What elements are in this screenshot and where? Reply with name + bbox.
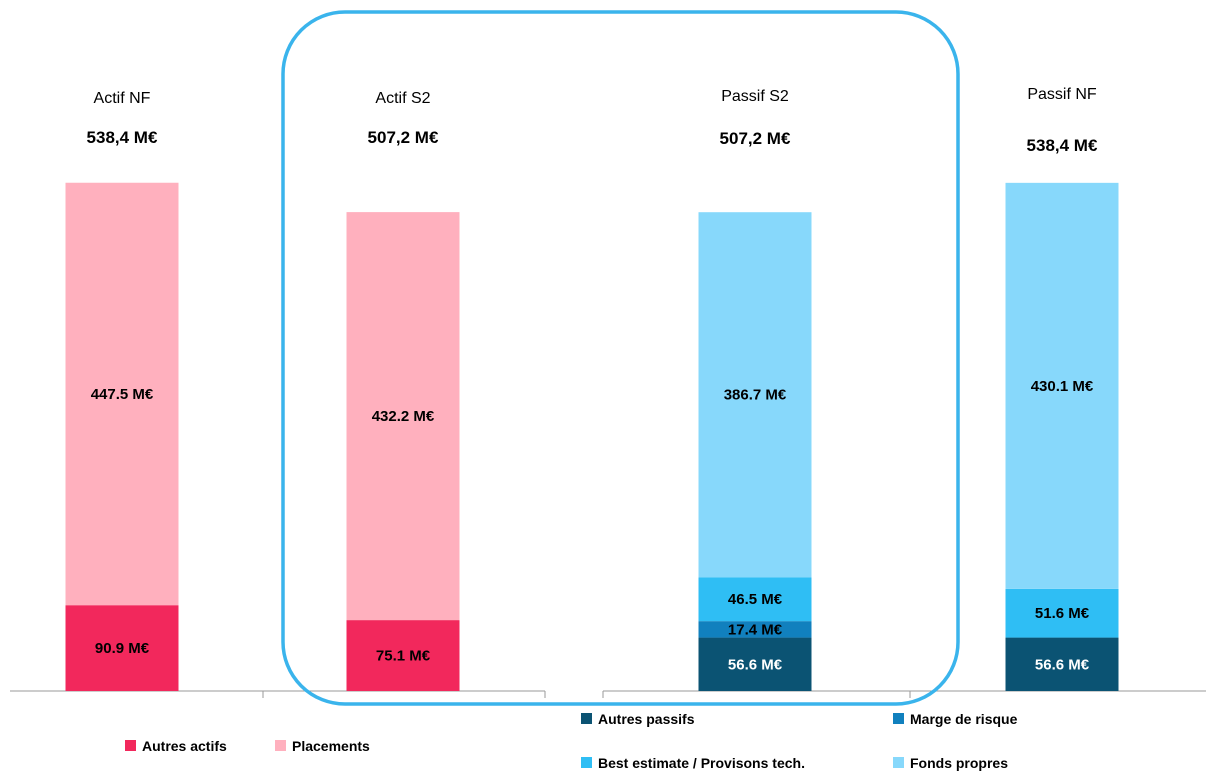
column-title-4: Passif NF: [1027, 86, 1097, 103]
legend: Autres actifs Placements Autres passifs Mar…: [125, 711, 1018, 771]
column-total-3: 507,2 M€: [720, 129, 791, 148]
bar-3-best-estimate-provisons-tech: [698, 577, 812, 622]
s2-highlight-box: [281, 10, 960, 706]
data-label-3-best-estimate-provisons-tech: 46.5 M€: [728, 591, 783, 608]
column-total-4: 538,4 M€: [1027, 136, 1098, 155]
bar-3-fonds-propres: [698, 212, 812, 578]
legend-swatch-marge-de-risque: [893, 713, 904, 724]
axis-layer: [10, 690, 1206, 698]
data-label-2-placements: 432.2 M€: [372, 408, 435, 425]
legend-swatch-autres-passifs: [581, 713, 592, 724]
data-label-3-marge-de-risque: 17.4 M€: [728, 621, 783, 638]
column-total-1: 538,4 M€: [87, 128, 158, 147]
data-label-2-autres-actifs: 75.1 M€: [376, 648, 431, 665]
column-title-3: Passif S2: [721, 88, 789, 105]
data-label-1-placements: 447.5 M€: [91, 386, 154, 403]
data-label-3-autres-passifs: 56.6 M€: [728, 656, 783, 673]
bar-2-placements: [346, 212, 460, 621]
column-title-1: Actif NF: [94, 90, 151, 107]
data-label-4-best-estimate-provisons-tech: 51.6 M€: [1035, 605, 1090, 622]
bar-1-placements: [65, 182, 179, 606]
bar-4-autres-passifs: [1005, 637, 1119, 691]
data-label-3-fonds-propres: 386.7 M€: [724, 387, 787, 404]
legend-label-best-estimate-provisons-tech: Best estimate / Provisons tech.: [598, 755, 805, 771]
legend-label-fonds-propres: Fonds propres: [910, 755, 1008, 771]
legend-swatch-best-estimate-provisons-tech: [581, 757, 592, 768]
data-label-4-autres-passifs: 56.6 M€: [1035, 656, 1090, 673]
legend-swatch-autres-actifs: [125, 740, 136, 751]
data-label-1-autres-actifs: 90.9 M€: [95, 640, 150, 657]
labels-layer: 90.9 M€ 447.5 M€ Actif NF 538,4 M€ 75.1 M€ 43…: [87, 86, 1098, 673]
bars-layer: [65, 182, 1119, 691]
legend-label-autres-actifs: Autres actifs: [142, 738, 227, 754]
bar-3-marge-de-risque: [698, 621, 812, 638]
legend-label-marge-de-risque: Marge de risque: [910, 711, 1018, 727]
bar-2-autres-actifs: [346, 620, 460, 691]
legend-label-placements: Placements: [292, 738, 370, 754]
legend-label-autres-passifs: Autres passifs: [598, 711, 695, 727]
legend-swatch-placements: [275, 740, 286, 751]
bar-4-best-estimate-provisons-tech: [1005, 588, 1119, 638]
legend-swatch-fonds-propres: [893, 757, 904, 768]
bar-1-autres-actifs: [65, 605, 179, 691]
column-total-2: 507,2 M€: [368, 128, 439, 147]
column-title-2: Actif S2: [375, 90, 430, 107]
bar-3-autres-passifs: [698, 637, 812, 691]
bar-4-fonds-propres: [1005, 182, 1119, 589]
data-label-4-fonds-propres: 430.1 M€: [1031, 378, 1094, 395]
